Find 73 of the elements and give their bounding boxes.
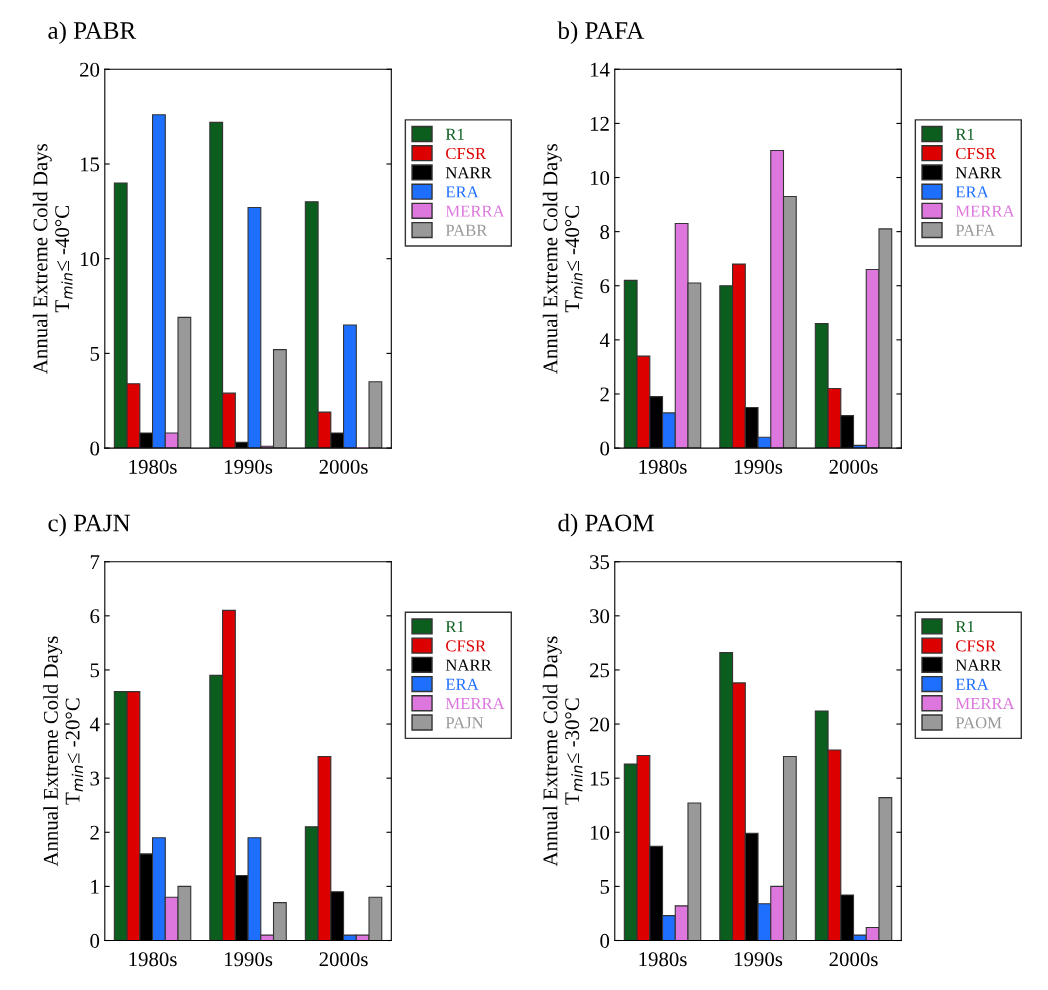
y-tick-label: 14 xyxy=(590,62,610,77)
y-tick-label: 10 xyxy=(80,252,100,267)
y-tick-label: 1 xyxy=(91,879,99,894)
legend-label: R1 xyxy=(955,128,974,140)
y-tick-label: 30 xyxy=(590,609,610,624)
y-tick-label: 0 xyxy=(600,933,610,948)
y-tick-label: 2 xyxy=(600,387,609,402)
y-tick-label: 12 xyxy=(590,116,609,131)
legend-label: PAOM xyxy=(955,717,1002,729)
y-tick-label: 10 xyxy=(590,825,610,840)
x-tick-label: 1990s xyxy=(225,952,273,967)
y-tick-label: 15 xyxy=(80,157,100,172)
legend-label: PAJN xyxy=(445,717,484,729)
y-tick-label: 4 xyxy=(599,333,610,348)
y-tick-label: 8 xyxy=(600,225,610,240)
y-tick-label: 2 xyxy=(90,825,99,840)
y-tick-label: 5 xyxy=(90,346,100,361)
legend-label: CFSR xyxy=(956,147,997,160)
legend-label: ERA xyxy=(955,678,989,690)
legend-label: CFSR xyxy=(956,640,997,652)
chart-title: c) PAJN xyxy=(48,513,131,537)
legend-label: NARR xyxy=(955,167,1002,179)
legend-label: ERA xyxy=(955,186,989,198)
x-tick-label: 1980s xyxy=(639,459,687,474)
y-tick-label: 6 xyxy=(600,279,610,294)
y-tick-label: 5 xyxy=(600,879,610,894)
legend-label: CFSR xyxy=(446,147,487,160)
x-tick-label: 1980s xyxy=(129,459,177,474)
x-tick-label: 2000s xyxy=(829,952,878,967)
y-tick-label: 0 xyxy=(600,441,610,456)
legend-label: R1 xyxy=(445,128,464,140)
y-tick-label: 7 xyxy=(90,555,100,569)
y-axis-title: Annual Extreme Cold Days T$_{min}$≤ -40°C xyxy=(542,144,583,374)
legend-label: MERRA xyxy=(445,697,505,709)
y-tick-label: 0 xyxy=(90,933,100,948)
legend-label: NARR xyxy=(445,659,492,671)
legend-label: NARR xyxy=(955,659,1002,671)
chart-title: a) PABR xyxy=(48,21,137,45)
y-tick-label: 20 xyxy=(590,717,610,732)
legend-label: MERRA xyxy=(955,205,1015,217)
y-tick-label: 25 xyxy=(590,663,610,678)
x-tick-label: 1980s xyxy=(639,952,687,967)
y-axis-title: Annual Extreme Cold Days T$_{min}$≤ -40°C xyxy=(32,144,73,374)
x-tick-label: 1990s xyxy=(734,952,783,967)
chart-title: b) PAFA xyxy=(557,21,645,45)
y-tick-label: 0 xyxy=(90,441,100,456)
x-tick-label: 2000s xyxy=(319,459,368,474)
y-tick-label: 35 xyxy=(590,555,610,570)
legend-label: CFSR xyxy=(446,640,487,652)
legend-label: ERA xyxy=(445,186,479,198)
y-tick-label: 3 xyxy=(90,771,100,786)
y-axis-title: Annual Extreme Cold Days T$_{min}$≤ -20°C xyxy=(43,636,83,867)
x-tick-label: 2000s xyxy=(829,459,878,474)
legend-label: MERRA xyxy=(445,205,505,217)
legend-label: NARR xyxy=(445,167,492,179)
legend-label: R1 xyxy=(445,621,464,633)
y-tick-label: 20 xyxy=(80,62,100,77)
legend-label: R1 xyxy=(955,621,974,633)
y-tick-label: 6 xyxy=(90,609,100,624)
chart-title: d) PAOM xyxy=(558,513,654,537)
legend-label: PAFA xyxy=(955,224,996,236)
y-tick-label: 5 xyxy=(90,663,100,678)
x-tick-label: 1980s xyxy=(129,952,177,967)
y-axis-title: Annual Extreme Cold Days T$_{min}$≤ -30°C xyxy=(542,636,583,867)
y-tick-label: 4 xyxy=(89,717,100,732)
legend-label: MERRA xyxy=(955,697,1015,709)
y-tick-label: 10 xyxy=(590,170,610,185)
x-tick-label: 1990s xyxy=(225,459,273,474)
y-tick-label: 15 xyxy=(590,771,610,786)
legend-label: ERA xyxy=(445,678,479,690)
x-tick-label: 2000s xyxy=(319,952,368,967)
x-tick-label: 1990s xyxy=(734,459,783,474)
legend-label: PABR xyxy=(445,224,488,236)
